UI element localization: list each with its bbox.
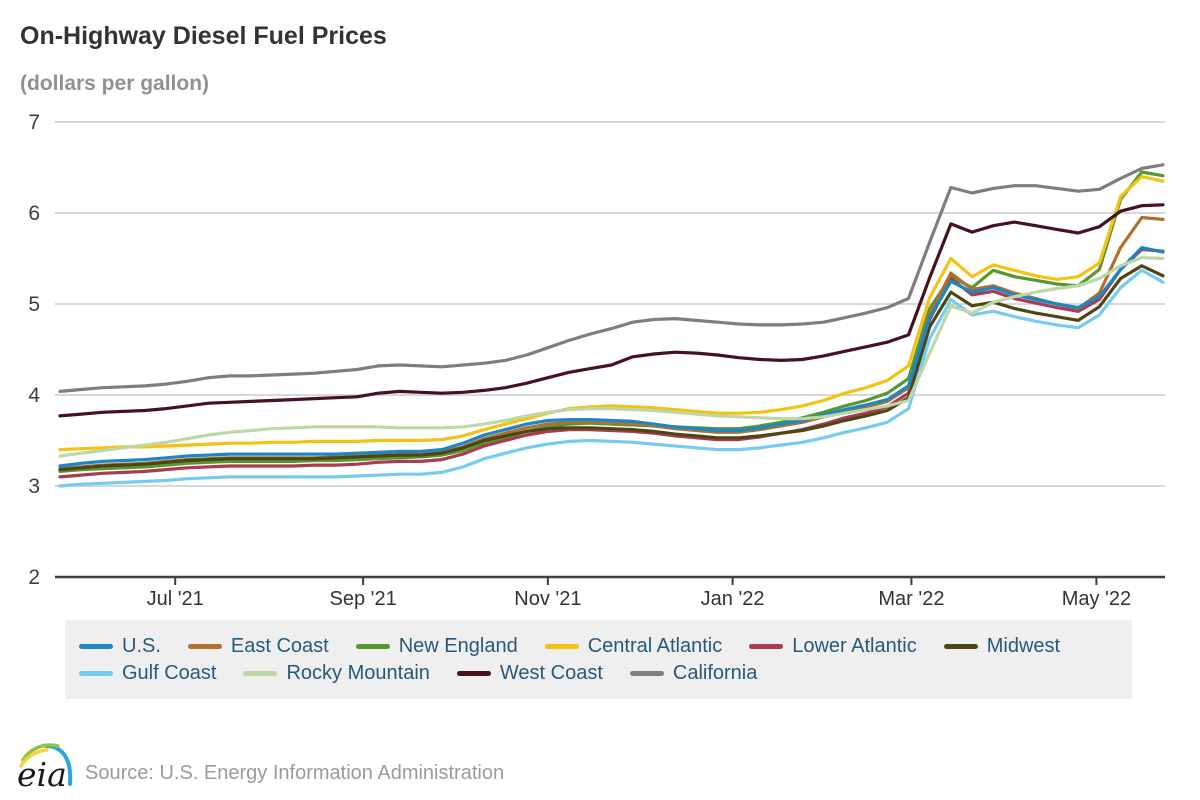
series-line-central-atlantic [58, 175, 1165, 452]
x-tick-label: Nov '21 [514, 588, 581, 610]
legend-label-east-coast: East Coast [230, 634, 329, 657]
y-tick-label-5: 5 [28, 293, 40, 316]
series-line-us [58, 246, 1165, 468]
legend-swatch-new-england [355, 643, 390, 649]
legend-item-gulf-coast: Gulf Coast [79, 662, 216, 685]
legend-label-midwest: Midwest [986, 634, 1061, 657]
page-title: On-Highway Diesel Fuel Prices [20, 22, 387, 50]
y-tick-label-7: 7 [28, 111, 40, 134]
legend-row-1: U.S. East Coast New England Central Atlanti… [79, 635, 1132, 658]
legend-label-central-atlantic: Central Atlantic [587, 634, 723, 657]
x-tick-label: Jan '22 [701, 588, 765, 610]
legend-label-lower-atlantic: Lower Atlantic [792, 634, 917, 657]
price-line-chart: 7 6 5 4 3 2 Jul '21 Sep '21 Nov '21 Jan '22 Mar '2… [28, 111, 1165, 610]
legend-swatch-us [79, 643, 113, 649]
legend-label-west-coast: West Coast [499, 661, 603, 684]
x-tick-label: May '22 [1062, 588, 1131, 610]
legend-item-rocky-mountain: Rocky Mountain [243, 661, 430, 685]
y-tick-label-3: 3 [28, 475, 40, 498]
series-line-midwest [58, 264, 1165, 472]
source-attribution: Source: U.S. Energy Information Administ… [85, 762, 505, 784]
series-line-lower-atlantic [58, 247, 1165, 479]
legend-item-lower-atlantic: Lower Atlantic [749, 635, 917, 658]
series-line-new-england [58, 170, 1165, 473]
legend-item-midwest: Midwest [943, 634, 1061, 658]
legend-swatch-california [629, 670, 664, 676]
legend-item-east-coast: East Coast [187, 634, 329, 658]
legend-swatch-gulf-coast [79, 670, 113, 676]
chart-legend: U.S. East Coast New England Central Atlanti… [65, 620, 1132, 699]
legend-item-us: U.S. [79, 635, 161, 658]
eia-logo-text: eia [17, 755, 67, 792]
legend-swatch-midwest [943, 643, 978, 649]
legend-label-rocky-mountain: Rocky Mountain [286, 661, 430, 684]
legend-item-central-atlantic: Central Atlantic [544, 634, 723, 658]
series-line-gulf-coast [58, 268, 1165, 488]
x-tick-label: Jul '21 [147, 588, 204, 610]
legend-label-gulf-coast: Gulf Coast [122, 661, 217, 684]
x-tick-label: Mar '22 [878, 588, 944, 610]
y-tick-label-2: 2 [28, 566, 40, 589]
legend-swatch-west-coast [456, 670, 491, 676]
eia-logo-yellow-arc [19, 748, 49, 768]
legend-row-2: Gulf Coast Rocky Mountain West Coast Califo… [79, 662, 1132, 685]
legend-label-new-england: New England [398, 634, 518, 657]
eia-logo-green-arc [21, 743, 60, 762]
series-line-california [58, 163, 1165, 393]
y-tick-label-4: 4 [28, 384, 40, 407]
chart-units-subtitle: (dollars per gallon) [20, 72, 210, 95]
legend-swatch-rocky-mountain [243, 670, 278, 676]
series-line-west-coast [58, 203, 1165, 418]
legend-swatch-lower-atlantic [749, 643, 784, 649]
x-tick-label: Sep '21 [330, 588, 397, 610]
eia-logo: eia [17, 743, 73, 792]
legend-item-west-coast: West Coast [456, 661, 603, 685]
legend-label-california: California [672, 661, 758, 684]
legend-item-new-england: New England [355, 634, 518, 658]
legend-swatch-central-atlantic [544, 643, 579, 649]
y-tick-label-6: 6 [28, 202, 40, 225]
series-line-rocky-mountain [58, 256, 1165, 458]
legend-item-california: California [629, 661, 758, 685]
legend-swatch-east-coast [187, 643, 222, 649]
legend-label-us: U.S. [122, 634, 161, 657]
